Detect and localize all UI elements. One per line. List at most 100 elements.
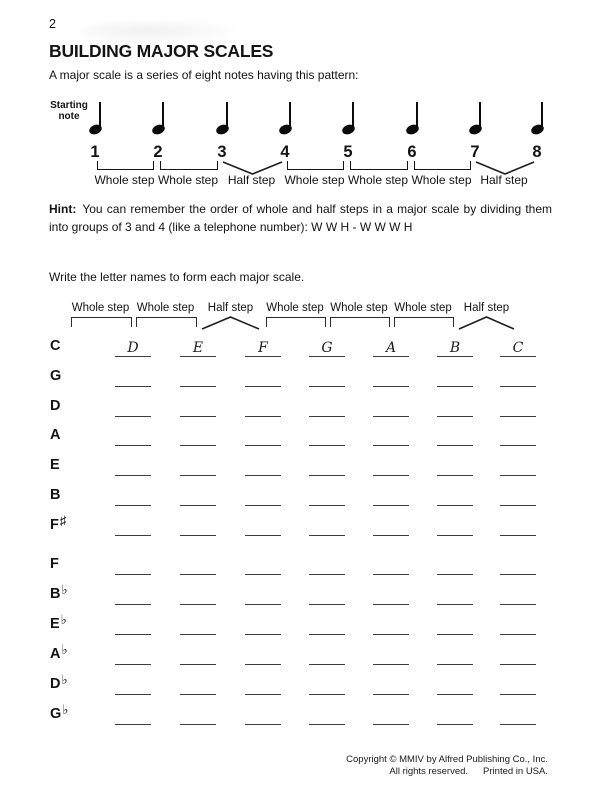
answer-blank [309,385,345,387]
answer-blank [245,604,281,605]
answer-blank [115,534,151,536]
answer-blank [180,694,216,695]
root-letter: D [50,397,61,414]
scale-root-label: E♭ [50,612,67,632]
answer-letter: B [449,340,461,356]
whole-step-bracket [160,161,218,170]
header-whole-step-bracket [330,317,390,327]
header-step-label: Whole step [71,302,130,314]
answer-blank [373,604,409,605]
header-whole-step-bracket [136,317,197,327]
answer-letter: C [512,340,524,356]
note-number: 8 [532,143,542,161]
step-label: Whole step [94,173,155,187]
whole-step-bracket [414,161,471,170]
scale-root-label: D [50,398,60,414]
answer-blank [309,505,345,506]
hint-text: Hint: You can remember the order of whole… [49,202,552,234]
answer-blank [373,534,409,536]
root-letter: F [50,556,59,572]
answer-blank [245,475,281,477]
answer-blank [309,415,345,417]
quarter-note-stem [99,102,101,131]
answer-blank [180,534,216,536]
answer-blank [373,475,409,477]
page-title: BUILDING MAJOR SCALES [49,41,274,61]
header-step-label: Half step [207,302,254,314]
answer-blank [373,664,409,665]
scale-root-label: F [50,556,59,572]
whole-step-bracket [350,161,408,170]
root-letter: B [50,586,61,602]
sharp-icon: ♯ [59,512,67,528]
answer-blank [437,664,473,665]
copyright-line2: All rights reserved. Printed in USA. [389,765,548,777]
answer-blank [500,505,536,506]
whole-step-bracket [287,161,344,170]
answer-blank [245,574,281,575]
answer-blank [180,505,216,506]
answer-blank [437,724,473,725]
answer-blank [373,505,409,506]
root-letter: A [50,427,61,444]
answer-blank [309,356,345,357]
root-letter: G [50,706,62,722]
step-label: Whole step [284,173,345,187]
starting-note-label: Starting note [50,100,88,122]
answer-blank [180,664,216,665]
answer-blank [437,415,473,417]
answer-blank [500,385,536,387]
answer-blank [180,634,216,635]
answer-letter: F [258,340,268,356]
scale-root-label: A [50,427,60,443]
answer-blank [245,534,281,536]
scale-root-label: F♯ [50,513,66,533]
answer-blank [115,604,151,605]
step-label: Half step [480,173,528,187]
header-whole-step-bracket [394,317,454,327]
answer-letter: G [321,340,333,356]
answer-blank [180,415,216,417]
note-number: 6 [407,143,417,161]
answer-blank [500,694,536,695]
header-half-step-vee [458,316,515,330]
answer-blank [500,445,536,447]
header-step-label: Whole step [330,302,388,314]
answer-blank [115,415,151,417]
answer-blank [180,574,216,575]
quarter-note-stem [479,102,481,131]
flat-icon: ♭ [62,702,69,717]
answer-blank [373,574,409,575]
answer-blank [115,356,151,357]
header-step-label: Whole step [136,302,195,314]
step-label: Whole step [347,173,409,187]
answer-blank [245,415,281,417]
answer-blank [115,574,151,575]
answer-blank [373,385,409,387]
answer-blank [180,604,216,605]
flat-icon: ♭ [61,642,68,657]
answer-blank [437,505,473,506]
scale-root-label: A♭ [50,642,68,662]
quarter-note-stem [541,102,543,131]
answer-blank [500,634,536,635]
quarter-note-stem [416,102,418,131]
watermark-smudge [80,18,250,44]
scale-root-label: E [50,457,60,473]
answer-blank [500,574,536,575]
header-step-label: Whole step [394,302,452,314]
answer-blank [373,415,409,417]
scale-root-label: C [50,338,60,354]
root-letter: C [50,338,61,354]
page-number: 2 [49,17,56,31]
step-label: Whole step [157,173,219,187]
hint-label: Hint: [49,202,77,216]
answer-blank [115,724,151,725]
answer-blank [245,385,281,387]
scale-root-label: D♭ [50,672,68,692]
answer-blank [309,574,345,575]
instruction-text: Write the letter names to form each majo… [49,270,305,284]
root-letter: D [50,676,61,692]
answer-blank [309,664,345,665]
